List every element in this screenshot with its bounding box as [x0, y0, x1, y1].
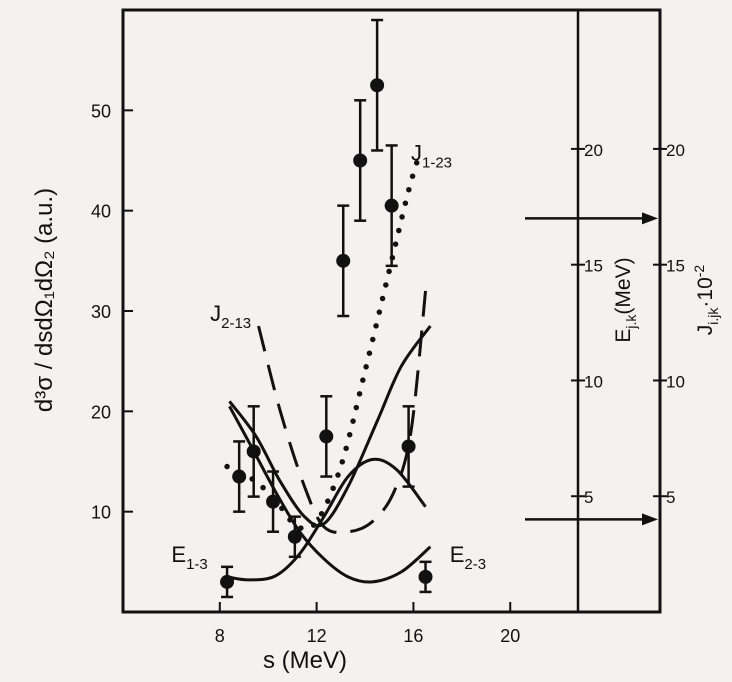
plot-frame: [121, 8, 662, 614]
axes-frame: 8 12 16 20 10 20 30 40 50 5 10 15 20 5 10 15 20: [91, 8, 685, 646]
axis-arrow-head: [642, 513, 658, 526]
curve-label-j1-23: J1-23: [411, 141, 452, 172]
side-tick-label: 5: [666, 488, 675, 507]
data-point: [370, 78, 385, 93]
side-tick-label: 5: [584, 488, 593, 507]
side-tick-label: 20: [666, 141, 685, 160]
y-tick-label: 40: [91, 202, 111, 222]
x-tick-label: 16: [403, 626, 423, 646]
curves: [224, 147, 432, 584]
labels: s (MeV) d³σ / dsdΩ₁dΩ₂ (a.u.) Ej.k(MeV) Ji.…: [31, 141, 721, 675]
curve-total: [228, 325, 432, 528]
curve-label-j2-13: J2-13: [210, 301, 251, 332]
data-point: [336, 253, 351, 268]
side-tick-label: 10: [584, 372, 603, 391]
data-point: [401, 439, 416, 454]
data-point: [246, 444, 261, 459]
axis-arrow-head: [642, 212, 658, 225]
side-tick-label: 10: [666, 372, 685, 391]
x-tick-label: 8: [215, 626, 225, 646]
curve-label-e2-3: E2-3: [450, 542, 486, 573]
side-tick-label: 15: [666, 257, 685, 276]
data-point: [266, 494, 281, 509]
x-tick-label: 12: [307, 626, 327, 646]
j-axis-title: Ji.jk·10-2: [691, 265, 721, 336]
side-tick-label: 15: [584, 257, 603, 276]
data-point: [232, 469, 247, 484]
curve-j2-13: [257, 290, 428, 534]
x-tick-label: 20: [500, 626, 520, 646]
data-point: [353, 153, 368, 168]
data-point: [220, 574, 235, 589]
x-axis-title: s (MeV): [263, 647, 347, 674]
curve-e1-3: [226, 457, 427, 582]
y-tick-label: 50: [91, 101, 111, 121]
y-tick-label: 30: [91, 302, 111, 322]
y-tick-label: 20: [91, 402, 111, 422]
energy-axis-title: Ej.k(MeV): [612, 257, 639, 342]
y-axis-title: d³σ / dsdΩ₁dΩ₂ (a.u.): [31, 188, 58, 412]
y-tick-label: 10: [91, 503, 111, 523]
curve-e2-3: [228, 405, 432, 584]
data-points: [220, 18, 433, 599]
side-tick-label: 20: [584, 141, 603, 160]
data-point: [418, 569, 433, 584]
data-point: [319, 429, 334, 444]
curve-label-e1-3: E1-3: [171, 542, 207, 573]
data-point: [384, 198, 399, 213]
data-point: [287, 529, 302, 544]
